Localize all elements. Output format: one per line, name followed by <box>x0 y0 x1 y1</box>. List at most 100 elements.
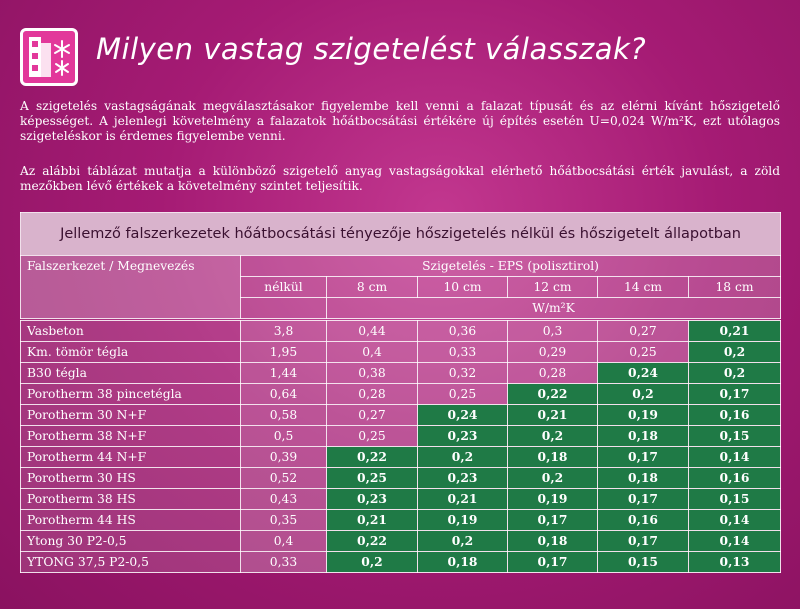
value-cell: 0,15 <box>687 425 782 447</box>
value-cell: 0,5 <box>240 425 327 447</box>
row-name: Porotherm 38 HS <box>20 488 241 510</box>
row-name: Ytong 30 P2-0,5 <box>20 530 241 552</box>
value-cell: 0,21 <box>507 404 598 426</box>
value-cell: 1,95 <box>240 341 327 363</box>
table-row: Porotherm 38 pincetégla 0,64 0,28 0,25 0,22 0… <box>20 383 782 405</box>
u-value-table: Jellemző falszerkezetek hőátbocsátási té… <box>19 212 782 573</box>
value-cell: 0,27 <box>597 320 689 342</box>
value-cell: 0,4 <box>326 341 418 363</box>
value-cell: 0,14 <box>687 530 782 552</box>
row-name: Vasbeton <box>20 320 241 342</box>
value-cell: 0,2 <box>417 446 508 468</box>
value-cell: 0,23 <box>417 425 508 447</box>
column-header: 8 cm <box>326 276 418 298</box>
row-name: B30 tégla <box>20 362 241 384</box>
value-cell: 0,2 <box>507 425 598 447</box>
value-cell: 0,38 <box>326 362 418 384</box>
value-cell: 0,25 <box>417 383 508 405</box>
table-row: Jellemző falszerkezetek hőátbocsátási té… <box>19 212 782 256</box>
value-cell: 0,2 <box>597 383 689 405</box>
value-cell: 0,52 <box>240 467 327 489</box>
value-cell: 0,36 <box>417 320 508 342</box>
table-row: W/m²K <box>21 297 782 319</box>
value-cell: 1,44 <box>240 362 327 384</box>
value-cell: 0,29 <box>507 341 598 363</box>
value-cell: 0,17 <box>597 446 689 468</box>
value-cell: 0,4 <box>240 530 327 552</box>
table-row: Porotherm 30 N+F 0,58 0,27 0,24 0,21 0,19 0,16 <box>20 404 782 426</box>
app-icon <box>20 28 78 86</box>
page-title: Milyen vastag szigetelést válasszak? <box>96 32 647 66</box>
intro-paragraph: A szigetelés vastagságának megválasztása… <box>20 99 780 143</box>
value-cell: 0,16 <box>597 509 689 531</box>
value-cell: 0,33 <box>417 341 508 363</box>
value-cell: 0,19 <box>597 404 689 426</box>
row-name: Porotherm 38 N+F <box>20 425 241 447</box>
value-cell: 0,2 <box>687 362 782 384</box>
value-cell: 0,44 <box>326 320 418 342</box>
column-header: 18 cm <box>687 276 782 298</box>
table-row: Porotherm 44 HS 0,35 0,21 0,19 0,17 0,16 0,14 <box>20 509 782 531</box>
value-cell: 0,18 <box>597 467 689 489</box>
value-cell: 0,14 <box>687 446 782 468</box>
table-row: Ytong 30 P2-0,5 0,4 0,22 0,2 0,18 0,17 0,14 <box>20 530 782 552</box>
value-cell: 0,22 <box>326 530 418 552</box>
table-row: Vasbeton 3,8 0,44 0,36 0,3 0,27 0,21 <box>20 320 782 342</box>
value-cell: 0,64 <box>240 383 327 405</box>
value-cell: 0,27 <box>326 404 418 426</box>
empty-header <box>240 297 327 319</box>
value-cell: 0,2 <box>687 341 782 363</box>
value-cell: 0,24 <box>417 404 508 426</box>
value-cell: 0,21 <box>417 488 508 510</box>
value-cell: 0,39 <box>240 446 327 468</box>
value-cell: 0,25 <box>597 341 689 363</box>
table-row: Porotherm 30 HS 0,52 0,25 0,23 0,2 0,18 0,16 <box>20 467 782 489</box>
value-cell: 0,21 <box>326 509 418 531</box>
value-cell: 0,23 <box>326 488 418 510</box>
column-header: nélkül <box>240 276 327 298</box>
value-cell: 0,24 <box>597 362 689 384</box>
value-cell: 3,8 <box>240 320 327 342</box>
value-cell: 0,17 <box>687 383 782 405</box>
value-cell: 0,17 <box>597 530 689 552</box>
value-cell: 0,19 <box>417 509 508 531</box>
value-cell: 0,18 <box>417 551 508 573</box>
value-cell: 0,19 <box>507 488 598 510</box>
table-row: YTONG 37,5 P2-0,5 0,33 0,2 0,18 0,17 0,15 0,13 <box>20 551 782 573</box>
value-cell: 0,33 <box>240 551 327 573</box>
column-header: 14 cm <box>597 276 689 298</box>
unit-header: W/m²K <box>325 297 782 319</box>
row-name: YTONG 37,5 P2-0,5 <box>20 551 241 573</box>
value-cell: 0,16 <box>687 467 782 489</box>
row-name: Porotherm 30 N+F <box>20 404 241 426</box>
column-header: 12 cm <box>507 276 598 298</box>
table-row: B30 tégla 1,44 0,38 0,32 0,28 0,24 0,2 <box>20 362 782 384</box>
value-cell: 0,2 <box>417 530 508 552</box>
value-cell: 0,23 <box>417 467 508 489</box>
value-cell: 0,21 <box>687 320 782 342</box>
value-cell: 0,15 <box>687 488 782 510</box>
value-cell: 0,28 <box>326 383 418 405</box>
value-cell: 0,3 <box>507 320 598 342</box>
intro-paragraph: Az alábbi táblázat mutatja a különböző s… <box>20 164 780 193</box>
value-cell: 0,13 <box>687 551 782 573</box>
value-cell: 0,18 <box>507 530 598 552</box>
table-caption: Jellemző falszerkezetek hőátbocsátási té… <box>19 212 782 256</box>
row-name: Porotherm 44 N+F <box>20 446 241 468</box>
row-name: Km. tömör tégla <box>20 341 241 363</box>
value-cell: 0,18 <box>507 446 598 468</box>
value-cell: 0,15 <box>597 551 689 573</box>
table-row: Km. tömör tégla 1,95 0,4 0,33 0,29 0,25 0,2 <box>20 341 782 363</box>
value-cell: 0,43 <box>240 488 327 510</box>
value-cell: 0,22 <box>326 446 418 468</box>
group-header: Szigetelés - EPS (polisztirol) <box>239 255 782 277</box>
value-cell: 0,32 <box>417 362 508 384</box>
value-cell: 0,17 <box>597 488 689 510</box>
row-name: Porotherm 44 HS <box>20 509 241 531</box>
value-cell: 0,2 <box>507 467 598 489</box>
table-row: Porotherm 38 N+F 0,5 0,25 0,23 0,2 0,18 0,15 <box>20 425 782 447</box>
column-header: 10 cm <box>417 276 508 298</box>
value-cell: 0,14 <box>687 509 782 531</box>
